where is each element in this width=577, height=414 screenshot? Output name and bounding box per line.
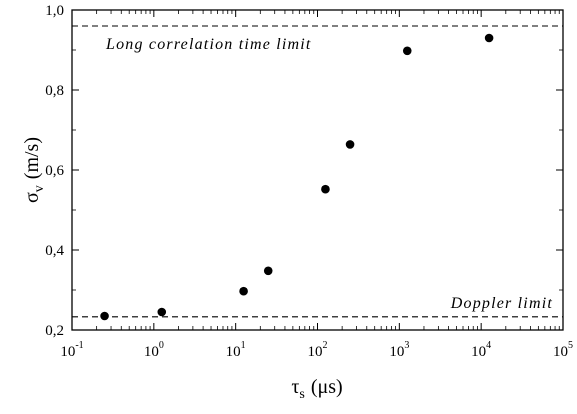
data-point: [484, 33, 494, 43]
data-point: [239, 286, 248, 296]
data-point: [345, 140, 355, 149]
data-point: [100, 311, 109, 321]
y-tick-label: 0,8: [45, 83, 64, 99]
reference-line-label: Doppler limit: [450, 295, 553, 312]
data-points: [100, 33, 494, 321]
reference-lines: Long correlation time limit Doppler limit: [72, 25, 563, 318]
data-point: [263, 266, 273, 276]
x-tick-label: 100: [144, 340, 164, 360]
x-axis-title: τs (μs): [291, 376, 342, 402]
x-tick-label: 103: [389, 340, 409, 360]
x-tick-label: 10-1: [60, 340, 83, 360]
x-tick-label: 102: [308, 340, 328, 360]
x-tick-label: 101: [226, 340, 246, 360]
y-axis: 0,2 0,4 0,6 0,8 1,0: [45, 3, 563, 339]
plot-area: [71, 9, 564, 331]
y-tick-label: 0,6: [45, 163, 64, 179]
y-tick-label: 1,0: [45, 3, 64, 19]
y-tick-label: 0,4: [45, 243, 64, 259]
data-point: [402, 46, 412, 56]
y-tick-label: 0,2: [45, 323, 64, 339]
x-axis: 10-1 100 101 102 103 104 105: [60, 10, 573, 360]
y-axis-title: σv(m/s): [21, 137, 47, 203]
data-point: [157, 307, 167, 317]
x-tick-label: 105: [553, 340, 573, 360]
x-tick-label: 104: [471, 340, 491, 360]
reference-line-label: Long correlation time limit: [105, 36, 312, 53]
data-point: [321, 184, 330, 194]
